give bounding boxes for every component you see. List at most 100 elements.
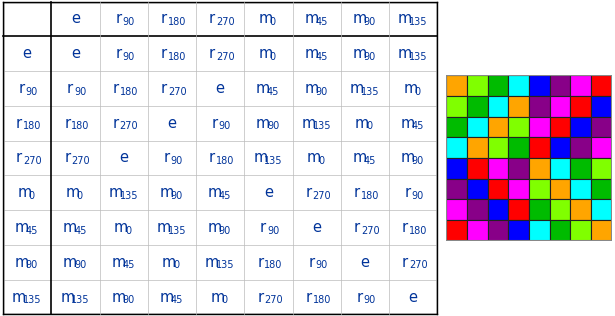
- Text: 270: 270: [361, 226, 379, 236]
- Text: r: r: [209, 11, 215, 27]
- Text: 135: 135: [361, 87, 379, 97]
- Text: m: m: [403, 81, 418, 96]
- Text: m: m: [157, 220, 171, 235]
- Text: 45: 45: [315, 52, 328, 62]
- Bar: [550, 220, 571, 241]
- Bar: [529, 75, 550, 96]
- Text: 0: 0: [366, 121, 372, 131]
- Bar: [591, 158, 612, 179]
- Bar: [488, 179, 509, 199]
- Bar: [488, 96, 509, 117]
- Bar: [509, 179, 529, 199]
- Text: r: r: [402, 220, 408, 235]
- Text: 270: 270: [264, 295, 283, 305]
- Bar: [571, 117, 591, 137]
- Text: 135: 135: [216, 260, 235, 270]
- Text: e: e: [119, 150, 128, 166]
- Text: m: m: [398, 46, 412, 61]
- Text: 90: 90: [74, 87, 86, 97]
- Text: 270: 270: [216, 17, 235, 27]
- Text: r: r: [115, 46, 121, 61]
- Text: m: m: [355, 116, 370, 131]
- Text: 90: 90: [363, 52, 376, 62]
- Bar: [529, 158, 550, 179]
- Text: 180: 180: [409, 226, 427, 236]
- Text: m: m: [15, 255, 29, 270]
- Text: m: m: [208, 185, 222, 200]
- Text: r: r: [65, 116, 71, 131]
- Text: 90: 90: [315, 87, 328, 97]
- Text: e: e: [71, 46, 80, 61]
- Text: m: m: [398, 11, 412, 27]
- Text: m: m: [350, 81, 364, 96]
- Text: m: m: [301, 116, 315, 131]
- Text: 45: 45: [170, 295, 183, 305]
- Bar: [509, 137, 529, 158]
- Bar: [591, 199, 612, 220]
- Bar: [509, 199, 529, 220]
- Text: m: m: [12, 289, 26, 305]
- Text: e: e: [360, 255, 370, 270]
- Text: 90: 90: [315, 260, 328, 270]
- Text: 135: 135: [312, 121, 331, 131]
- Bar: [529, 199, 550, 220]
- Text: 0: 0: [270, 52, 276, 62]
- Text: m: m: [352, 11, 367, 27]
- Bar: [467, 137, 488, 158]
- Bar: [488, 199, 509, 220]
- Text: e: e: [167, 116, 177, 131]
- Bar: [446, 75, 467, 96]
- Bar: [571, 179, 591, 199]
- Bar: [467, 96, 488, 117]
- Text: r: r: [212, 116, 218, 131]
- Text: r: r: [113, 81, 119, 96]
- Bar: [488, 75, 509, 96]
- Text: 45: 45: [26, 226, 38, 236]
- Bar: [509, 96, 529, 117]
- Text: 0: 0: [77, 191, 83, 201]
- Text: m: m: [352, 46, 367, 61]
- Text: 0: 0: [28, 191, 34, 201]
- Bar: [446, 220, 467, 241]
- Text: r: r: [161, 11, 167, 27]
- Bar: [529, 96, 550, 117]
- Text: m: m: [66, 185, 80, 200]
- Bar: [509, 117, 529, 137]
- Text: r: r: [19, 81, 25, 96]
- Bar: [591, 179, 612, 199]
- Text: 0: 0: [270, 17, 276, 27]
- Text: r: r: [161, 81, 167, 96]
- Text: e: e: [71, 11, 80, 27]
- Text: m: m: [60, 289, 74, 305]
- Text: r: r: [357, 289, 363, 305]
- Text: m: m: [400, 116, 415, 131]
- Text: r: r: [115, 11, 121, 27]
- Text: r: r: [260, 220, 266, 235]
- Text: 135: 135: [23, 295, 42, 305]
- Bar: [467, 199, 488, 220]
- Bar: [591, 96, 612, 117]
- Text: 0: 0: [221, 295, 228, 305]
- Text: 180: 180: [71, 121, 90, 131]
- Text: 0: 0: [173, 260, 180, 270]
- Text: 90: 90: [170, 156, 183, 166]
- Text: m: m: [307, 150, 321, 166]
- Bar: [467, 179, 488, 199]
- Text: m: m: [63, 255, 77, 270]
- Bar: [488, 137, 509, 158]
- Bar: [509, 158, 529, 179]
- Bar: [591, 117, 612, 137]
- Text: e: e: [312, 220, 321, 235]
- Text: 90: 90: [363, 17, 376, 27]
- Bar: [550, 117, 571, 137]
- Bar: [591, 75, 612, 96]
- Text: m: m: [258, 11, 273, 27]
- Text: 45: 45: [412, 121, 424, 131]
- Text: r: r: [354, 220, 360, 235]
- Text: m: m: [304, 81, 319, 96]
- Bar: [467, 220, 488, 241]
- Text: m: m: [205, 255, 220, 270]
- Text: 90: 90: [170, 191, 183, 201]
- Text: m: m: [304, 11, 319, 27]
- Text: 90: 90: [412, 191, 424, 201]
